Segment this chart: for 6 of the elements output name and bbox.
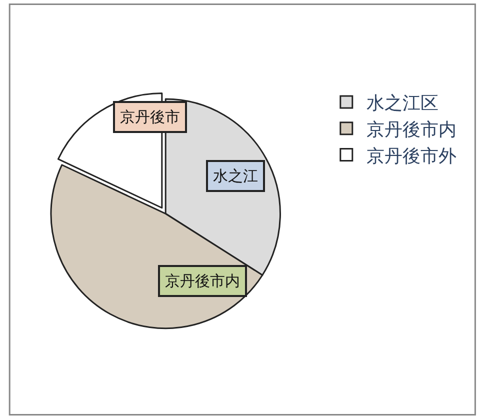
text: 水之江 xyxy=(213,167,258,185)
text: 京丹後市 xyxy=(120,108,180,126)
legend-label: 京丹後市内 xyxy=(366,119,456,140)
text: 京丹後市内 xyxy=(165,272,240,290)
legend-label: 京丹後市外 xyxy=(366,146,456,167)
legend-label: 水之江区 xyxy=(366,93,438,114)
